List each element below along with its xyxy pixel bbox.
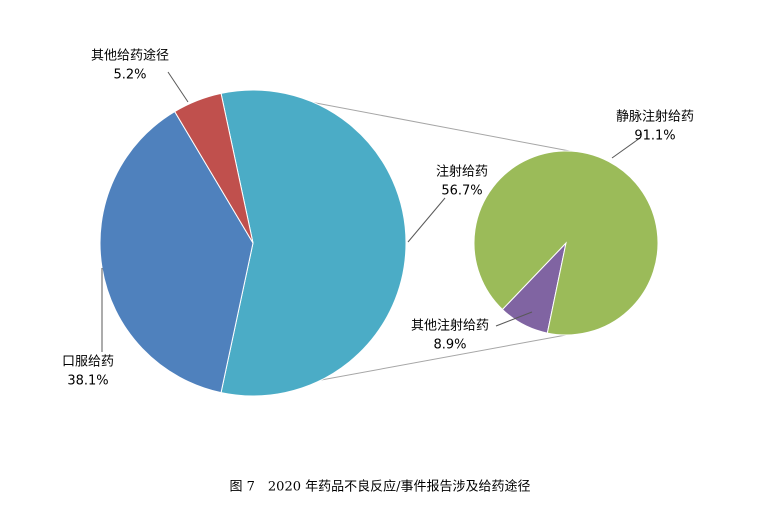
slice-label: 其他给药途径 [91,48,169,64]
pie-slice [174,92,254,244]
connector [299,99,576,153]
leader-line [407,197,446,243]
slice-value-label: 38.1% [67,374,108,389]
slice-value-label: 56.7% [441,184,482,199]
pie-slice [220,89,407,397]
slice-value-label: 5.2% [113,68,146,83]
slice-label: 静脉注射给药 [616,109,694,125]
slice-value-label: 8.9% [433,338,466,353]
leader-line [611,137,641,159]
pie-slice [473,150,659,336]
caption: 图 7 2020 年药品不良反应/事件报告涉及给药途径 [230,479,531,495]
slice-label: 口服给药 [62,355,114,370]
leader-line [167,71,189,103]
slice-label: 其他注射给药 [411,318,489,334]
slice-value-label: 91.1% [634,129,675,144]
slice-label: 注射给药 [436,164,488,180]
pie-slice [99,110,254,394]
leader-line [495,311,533,327]
